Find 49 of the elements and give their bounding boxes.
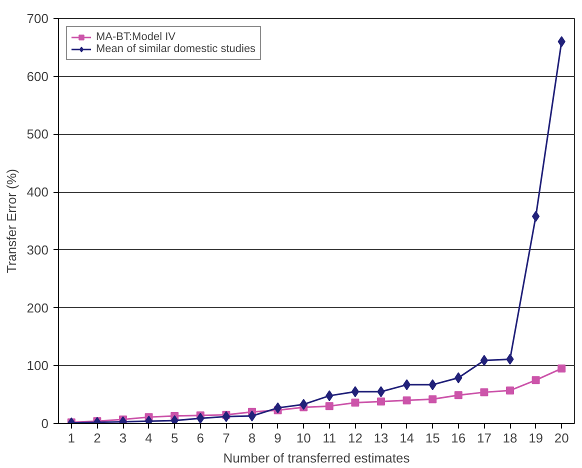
y-tick-label: 700 <box>26 11 49 26</box>
legend-label: Mean of similar domestic studies <box>96 43 256 55</box>
point <box>274 402 282 414</box>
x-tick-label: 14 <box>400 430 414 446</box>
x-tick-label: 17 <box>476 430 492 446</box>
x-tick-label: 9 <box>274 430 282 446</box>
x-tick-label: 11 <box>322 430 336 446</box>
point <box>402 396 411 404</box>
x-tick-label: 19 <box>528 430 544 446</box>
x-tick-label: 10 <box>296 430 311 446</box>
point <box>532 376 540 384</box>
point <box>222 411 230 422</box>
point <box>480 388 488 396</box>
point <box>351 386 360 398</box>
y-tick-label: 0 <box>41 416 49 431</box>
point <box>196 412 204 424</box>
point <box>454 391 462 400</box>
x-tick-label: 18 <box>502 430 518 446</box>
x-tick-label: 12 <box>348 430 362 446</box>
x-tick-label: 6 <box>196 430 204 446</box>
legend-label: MA-BT:Model IV <box>96 31 176 43</box>
x-axis-title: Number of transferred estimates <box>223 450 410 466</box>
x-tick-label: 13 <box>374 430 388 446</box>
point <box>506 386 514 395</box>
y-tick-label: 200 <box>26 300 49 316</box>
y-tick-label: 500 <box>26 126 49 142</box>
x-tick-label: 4 <box>145 430 152 446</box>
point <box>402 379 411 390</box>
y-tick-label: 300 <box>26 242 49 258</box>
y-axis-title: Transfer Error (%) <box>4 168 19 274</box>
y-tick-label: 400 <box>26 184 49 200</box>
point <box>558 364 566 373</box>
x-tick-label: 20 <box>554 430 569 446</box>
x-tick-label: 3 <box>119 430 127 446</box>
point <box>428 395 437 404</box>
point <box>377 398 385 406</box>
x-tick-label: 15 <box>425 430 440 446</box>
y-tick-label: 100 <box>26 358 49 374</box>
x-tick-label: 2 <box>94 430 101 446</box>
y-tick-label: 600 <box>26 68 49 84</box>
x-tick-label: 7 <box>222 430 230 446</box>
point <box>325 402 334 410</box>
point <box>351 398 360 407</box>
x-tick-label: 1 <box>68 430 76 446</box>
x-tick-label: 8 <box>248 430 256 446</box>
point <box>480 354 488 366</box>
x-tick-label: 16 <box>451 430 466 446</box>
x-tick-label: 5 <box>170 430 178 446</box>
point <box>532 210 540 222</box>
